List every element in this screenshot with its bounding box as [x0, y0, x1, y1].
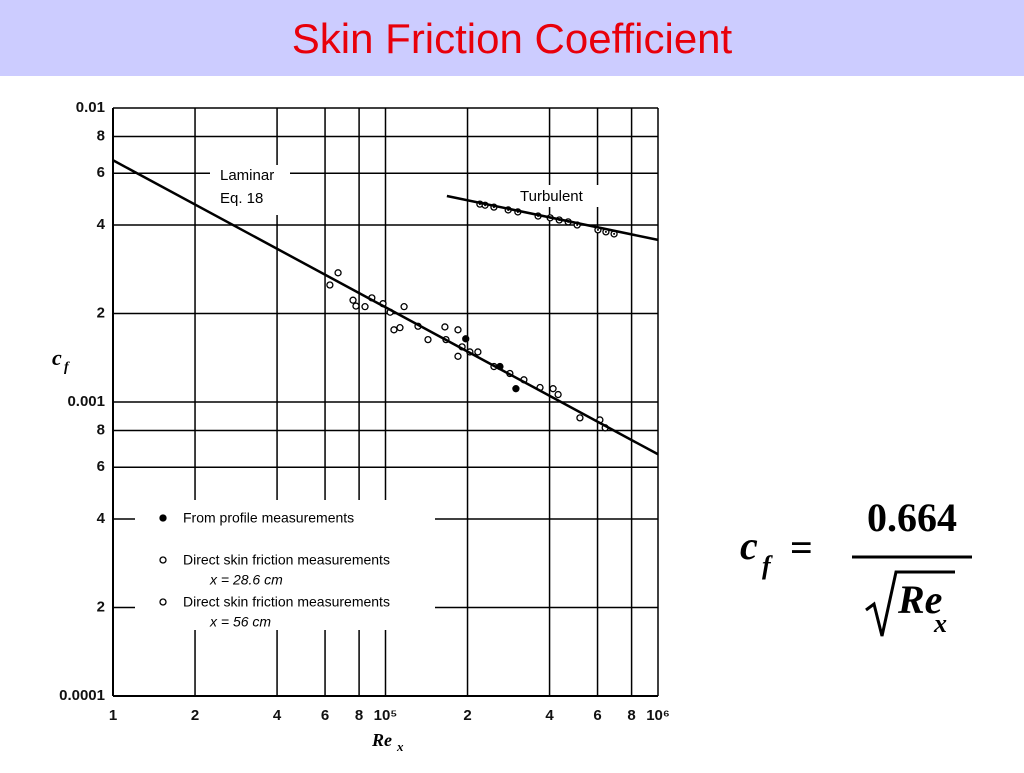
legend-label: Direct skin friction measurements	[183, 552, 390, 568]
sqrt-sign	[865, 570, 955, 637]
y-tick-label: 8	[97, 127, 105, 144]
y-tick-label: 2	[97, 304, 105, 321]
y-tick-label: 6	[97, 458, 105, 475]
annotation: Eq. 18	[220, 190, 263, 207]
x-tick-label: 8	[627, 707, 635, 724]
data-point	[390, 326, 398, 334]
formula-lhs-sub: f	[762, 551, 773, 580]
x-tick-label: 4	[545, 707, 554, 724]
legend-marker	[159, 514, 167, 522]
x-tick-label: 6	[593, 707, 601, 724]
title-banner	[0, 0, 1024, 76]
data-point	[334, 269, 342, 277]
point-dot	[604, 230, 607, 233]
y-tick-label: 6	[97, 164, 105, 181]
annotation: Laminar	[220, 167, 274, 184]
x-axis-label: Re	[371, 730, 392, 750]
annotation: Turbulent	[520, 188, 584, 205]
y-tick-label: 0.01	[76, 99, 105, 116]
fit-line	[446, 194, 659, 242]
data-point	[361, 303, 369, 311]
x-tick-label: 6	[321, 707, 329, 724]
x-tick-label: 2	[463, 707, 471, 724]
x-tick-label: 4	[273, 707, 282, 724]
legend-marker	[159, 556, 167, 564]
legend-box	[135, 500, 435, 630]
formula-equals: =	[790, 525, 813, 570]
fit-line	[112, 159, 659, 456]
data-point	[554, 390, 562, 399]
x-tick-label: 1	[109, 707, 117, 724]
legend-marker	[159, 598, 167, 606]
data-point	[326, 281, 334, 289]
data-point	[576, 414, 584, 422]
data-point	[512, 385, 520, 393]
data-point	[462, 335, 470, 343]
data-point	[454, 352, 462, 360]
data-point	[549, 385, 557, 393]
data-point	[396, 324, 404, 332]
y-axis-label: c	[52, 345, 62, 370]
data-point	[352, 302, 360, 310]
x-tick-label: 2	[191, 707, 199, 724]
formula-numerator: 0.664	[867, 495, 957, 540]
y-tick-label: 4	[97, 510, 106, 527]
formula-lhs: c	[740, 523, 758, 568]
data-point	[400, 303, 408, 311]
point-dot	[613, 232, 616, 235]
y-tick-label: 0.0001	[59, 687, 105, 704]
legend-label: Direct skin friction measurements	[183, 594, 390, 610]
slide-title: Skin Friction Coefficient	[292, 15, 733, 62]
y-tick-label: 0.001	[67, 393, 105, 410]
formula: c f = 0.664 Re x	[740, 495, 972, 638]
x-tick-label: 10⁵	[374, 707, 398, 724]
x-tick-label: 8	[355, 707, 363, 724]
point-dot	[596, 228, 599, 231]
annotation-bg	[515, 185, 600, 207]
y-tick-label: 4	[97, 216, 106, 233]
point-dot	[576, 223, 579, 226]
data-point	[454, 326, 462, 334]
y-tick-label: 2	[97, 598, 105, 615]
data-point	[424, 335, 432, 344]
data-point	[441, 323, 449, 331]
legend-label: From profile measurements	[183, 510, 354, 526]
legend-note: x = 56 cm	[209, 614, 271, 630]
formula-denominator: Re	[897, 577, 942, 622]
y-tick-label: 8	[97, 421, 105, 438]
formula-denominator-sub: x	[933, 609, 947, 638]
x-tick-label: 10⁶	[646, 707, 670, 724]
data-point	[349, 296, 357, 304]
plot: 1 2 4 6 8 10⁵ 2 4 6 8 10⁶ 0.0001 2 4 6 8 0.001 2 4 6 8 0.01 La…	[59, 99, 670, 724]
annotation-bg	[210, 165, 290, 215]
data-point	[474, 348, 482, 356]
legend-note: x = 28.6 cm	[209, 572, 283, 588]
x-axis-label-sub: x	[396, 739, 404, 754]
y-axis-label-sub: f	[64, 360, 70, 375]
